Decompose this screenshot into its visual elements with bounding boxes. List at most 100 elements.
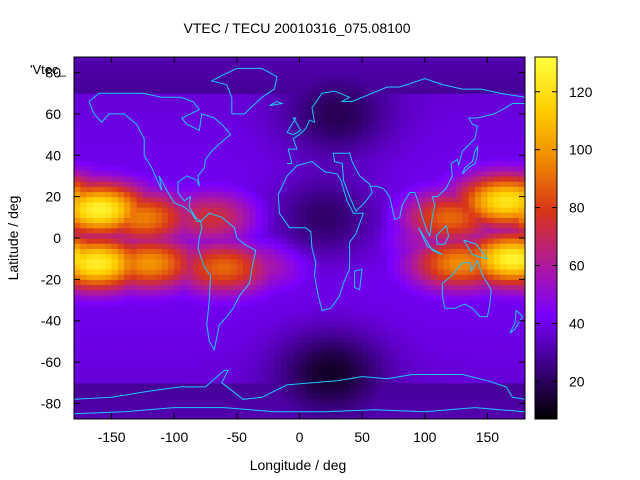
heatmap-cell (506, 325, 514, 332)
heatmap-cell (362, 305, 369, 311)
heatmap-cell (318, 382, 326, 389)
heatmap-cell (405, 98, 413, 105)
heatmap-cell (180, 212, 188, 218)
heatmap-cell (167, 191, 175, 198)
heatmap-cell (193, 263, 200, 270)
heatmap-cell (481, 155, 489, 162)
heatmap-cell (493, 413, 501, 419)
heatmap-cell (512, 62, 520, 68)
heatmap-cell (111, 212, 119, 218)
heatmap-cell (130, 201, 138, 208)
heatmap-cell (374, 413, 382, 419)
heatmap-cell (211, 310, 219, 317)
heatmap-cell (86, 206, 94, 213)
heatmap-cell (286, 274, 294, 280)
heatmap-cell (224, 336, 232, 343)
heatmap-cell (80, 191, 88, 198)
heatmap-cell (368, 67, 376, 74)
heatmap-cell (99, 294, 106, 301)
heatmap-cell (324, 346, 332, 353)
heatmap-cell (243, 119, 250, 125)
heatmap-cell (393, 144, 401, 151)
heatmap-cell (462, 362, 470, 368)
heatmap-cell (449, 346, 457, 353)
heatmap-cell (456, 124, 463, 130)
heatmap-cell (268, 362, 276, 368)
heatmap-cell (355, 181, 363, 187)
heatmap-cell (355, 325, 363, 332)
heatmap-cell (506, 310, 514, 317)
heatmap-cell (405, 113, 413, 120)
heatmap-cell (105, 181, 113, 187)
heatmap-cell (487, 155, 495, 162)
heatmap-cell (393, 134, 401, 141)
heatmap-cell (261, 325, 269, 332)
heatmap-cell (374, 175, 382, 182)
heatmap-cell (180, 165, 188, 172)
heatmap-cell (330, 403, 338, 410)
heatmap-cell (324, 300, 332, 306)
heatmap-cell (387, 284, 395, 291)
heatmap-cell (418, 88, 426, 94)
heatmap-cell (481, 201, 489, 208)
heatmap-cell (211, 67, 219, 74)
heatmap-cell (362, 356, 369, 363)
heatmap-cell (449, 103, 457, 110)
heatmap-cell (462, 72, 470, 79)
heatmap-cell (393, 175, 401, 182)
heatmap-cell (193, 227, 200, 234)
heatmap-cell (218, 243, 225, 249)
heatmap-cell (481, 336, 489, 343)
heatmap-cell (268, 77, 276, 84)
heatmap-cell (374, 372, 382, 379)
heatmap-cell (199, 253, 207, 260)
heatmap-cell (255, 351, 263, 358)
heatmap-cell (299, 196, 307, 203)
heatmap-cell (180, 382, 188, 389)
heatmap-cell (117, 294, 125, 301)
heatmap-cell (299, 341, 307, 348)
heatmap-cell (149, 372, 157, 379)
heatmap-cell (92, 88, 100, 94)
heatmap-cell (493, 191, 501, 198)
heatmap-cell (80, 263, 88, 270)
heatmap-cell (286, 310, 294, 317)
heatmap-cell (493, 186, 501, 193)
heatmap-cell (355, 155, 363, 162)
heatmap-cell (230, 336, 238, 343)
heatmap-cell (362, 150, 369, 156)
heatmap-cell (99, 129, 106, 136)
heatmap-cell (286, 294, 294, 301)
heatmap-cell (318, 294, 326, 301)
heatmap-cell (149, 341, 157, 348)
heatmap-cell (380, 325, 388, 332)
heatmap-cell (393, 103, 401, 110)
heatmap-cell (218, 155, 225, 162)
heatmap-cell (437, 82, 445, 89)
heatmap-cell (249, 387, 257, 394)
heatmap-cell (437, 181, 445, 187)
heatmap-cell (236, 232, 244, 239)
heatmap-cell (142, 227, 150, 234)
heatmap-cell (487, 320, 495, 327)
heatmap-cell (330, 372, 338, 379)
heatmap-cell (149, 300, 157, 306)
heatmap-cell (224, 181, 232, 187)
heatmap-cell (518, 351, 525, 358)
heatmap-cell (399, 320, 407, 327)
heatmap-cell (205, 82, 213, 89)
heatmap-cell (261, 305, 269, 311)
heatmap-cell (243, 181, 250, 187)
heatmap-cell (205, 253, 213, 260)
heatmap-cell (136, 274, 144, 280)
heatmap-cell (374, 331, 382, 337)
heatmap-cell (387, 413, 395, 419)
heatmap-cell (405, 108, 413, 115)
heatmap-cell (105, 336, 113, 343)
heatmap-cell (506, 284, 514, 291)
heatmap-cell (199, 93, 207, 99)
heatmap-cell (456, 372, 463, 379)
heatmap-cell (255, 88, 263, 94)
heatmap-cell (405, 351, 413, 358)
heatmap-cell (299, 181, 307, 187)
